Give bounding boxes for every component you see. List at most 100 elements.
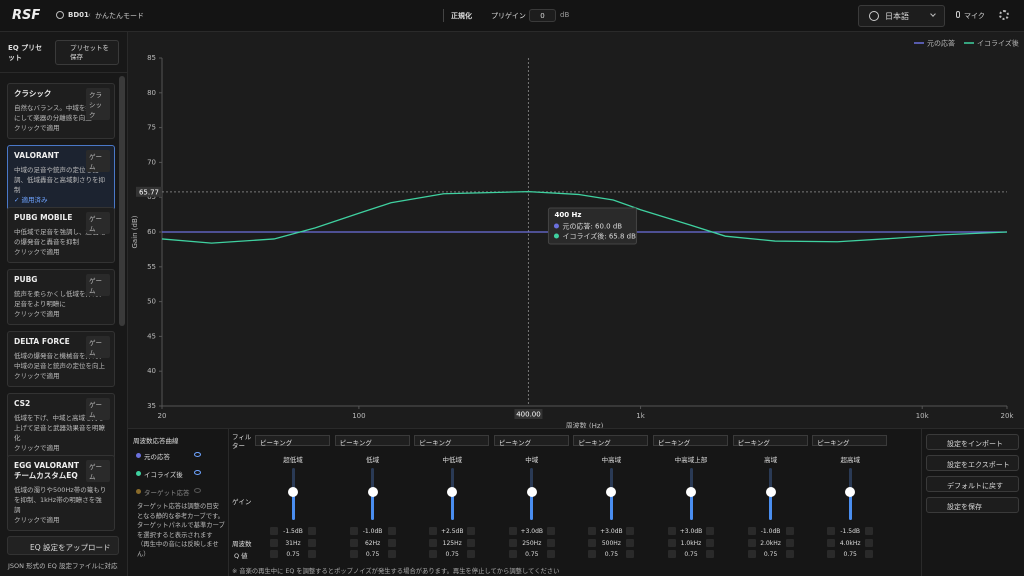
decrement-button[interactable] (270, 527, 278, 535)
preset-card[interactable]: VALORANT ゲーム 中域の足音や銃声の定位を強調、低域轟音と高域刺さりを抑制 ✓… (7, 145, 115, 211)
decrement-button[interactable] (747, 550, 756, 558)
action-button[interactable]: 設定をエクスポート (926, 455, 1019, 471)
increment-button[interactable] (387, 527, 396, 535)
decrement-button[interactable] (668, 550, 676, 558)
decrement-button[interactable] (349, 550, 358, 558)
decrement-button[interactable] (429, 527, 438, 535)
decrement-button[interactable] (747, 539, 756, 547)
decrement-button[interactable] (270, 539, 278, 547)
slider-thumb[interactable] (765, 487, 776, 497)
curve-toggle[interactable]: イコライズ後 (144, 471, 183, 479)
slider-thumb[interactable] (447, 487, 458, 497)
increment-button[interactable] (865, 550, 874, 558)
decrement-button[interactable] (508, 550, 517, 558)
filter-select[interactable]: ピーキング (255, 435, 330, 447)
increment-button[interactable] (865, 539, 874, 547)
increment-button[interactable] (467, 539, 476, 547)
gain-label: ゲイン (232, 498, 252, 506)
increment-button[interactable] (308, 539, 316, 547)
curve-toggle[interactable]: 元の応答 (144, 453, 170, 461)
increment-button[interactable] (546, 539, 555, 547)
mode-link[interactable]: かんたんモード (95, 12, 144, 20)
increment-button[interactable] (706, 550, 714, 558)
filter-label: フィルター (232, 433, 252, 450)
increment-button[interactable] (706, 527, 714, 535)
increment-button[interactable] (706, 539, 714, 547)
preset-desc: 中域の足音や銃声の定位を強調、低域轟音と高域刺さりを抑制 (14, 166, 105, 194)
decrement-button[interactable] (429, 550, 438, 558)
filter-select[interactable]: ピーキング (812, 435, 888, 447)
decrement-button[interactable] (827, 539, 836, 547)
preset-tag: クラシック (86, 88, 110, 120)
language-select[interactable]: 日本語 (858, 5, 945, 27)
filter-select[interactable]: ピーキング (732, 435, 808, 447)
filter-select[interactable]: ピーキング (493, 435, 569, 447)
filter-select[interactable]: ピーキング (334, 435, 410, 447)
increment-button[interactable] (785, 550, 794, 558)
y-tick-label: 60 (147, 228, 156, 236)
increment-button[interactable] (467, 527, 476, 535)
increment-button[interactable] (626, 527, 635, 535)
preset-card[interactable]: EGG VALORANT チームカスタムEQ ゲーム 低域の濁りや500Hz帯の篭も… (7, 455, 115, 531)
slider-thumb[interactable] (606, 487, 617, 497)
decrement-button[interactable] (508, 539, 517, 547)
filter-select[interactable]: ピーキング (414, 435, 490, 447)
decrement-button[interactable] (588, 527, 597, 535)
decrement-button[interactable] (429, 539, 438, 547)
preset-tag: ゲーム (86, 398, 110, 420)
preset-name: クラシック (14, 89, 52, 98)
settings-icon[interactable] (999, 10, 1009, 20)
preset-card[interactable]: クラシック クラシック 自然なバランス。中域を控えめにして楽器の分離感を向上 クリック… (7, 83, 115, 139)
eye-icon[interactable] (194, 470, 201, 475)
preset-card[interactable]: CS2 ゲーム 低域を下げ、中域と高域を持ち上げて足音と武器効果音を明瞭化 クリックで… (7, 393, 115, 459)
slider-thumb[interactable] (526, 487, 537, 497)
band-value: +3.0dB (679, 527, 703, 535)
decrement-button[interactable] (588, 550, 597, 558)
decrement-button[interactable] (270, 550, 278, 558)
decrement-button[interactable] (349, 527, 358, 535)
series-line (161, 190, 1008, 244)
slider-thumb[interactable] (686, 487, 696, 497)
preset-card[interactable]: PUBG ゲーム 銃声を柔らかくし低域を抑え、足音をより明瞭に クリックで適用 (7, 269, 115, 325)
band-value: 62Hz (364, 539, 381, 547)
normalize[interactable]: 正規化 (451, 12, 472, 20)
upload-button[interactable]: EQ 設定をアップロード (7, 536, 119, 555)
preset-card[interactable]: PUBG MOBILE ゲーム 中低域で足音を強調し、超低域の爆発音と轟音を抑制 クリ… (7, 207, 115, 263)
curve-toggle[interactable]: ターゲット応答 (144, 489, 190, 497)
filter-select[interactable]: ピーキング (653, 435, 728, 447)
increment-button[interactable] (308, 527, 316, 535)
decrement-button[interactable] (827, 527, 836, 535)
action-button[interactable]: 設定をインポート (926, 434, 1019, 450)
mic-button[interactable]: マイク (964, 12, 985, 20)
filter-select[interactable]: ピーキング (573, 435, 649, 447)
slider-thumb[interactable] (845, 487, 856, 497)
increment-button[interactable] (785, 539, 794, 547)
decrement-button[interactable] (747, 527, 756, 535)
increment-button[interactable] (546, 527, 555, 535)
slider-thumb[interactable] (288, 487, 298, 497)
increment-button[interactable] (626, 550, 635, 558)
decrement-button[interactable] (508, 527, 517, 535)
decrement-button[interactable] (827, 550, 836, 558)
increment-button[interactable] (865, 527, 874, 535)
slider-thumb[interactable] (367, 487, 378, 497)
eye-icon[interactable] (194, 452, 201, 457)
eye-icon[interactable] (194, 488, 201, 493)
action-button[interactable]: 設定を保存 (926, 497, 1019, 513)
increment-button[interactable] (785, 527, 794, 535)
pregain-input[interactable]: 0 (529, 9, 556, 22)
increment-button[interactable] (467, 550, 476, 558)
save-preset-button[interactable]: プリセットを保存 (55, 40, 119, 65)
decrement-button[interactable] (668, 539, 676, 547)
decrement-button[interactable] (588, 539, 597, 547)
increment-button[interactable] (387, 550, 396, 558)
decrement-button[interactable] (349, 539, 358, 547)
preset-card[interactable]: DELTA FORCE ゲーム 低域の爆発音と機械音を抑え、中域の足音と銃声の定位を… (7, 331, 115, 387)
decrement-button[interactable] (668, 527, 676, 535)
increment-button[interactable] (546, 550, 555, 558)
tooltip-line: イコライズ後: 65.8 dB (562, 232, 636, 241)
increment-button[interactable] (387, 539, 396, 547)
action-button[interactable]: デフォルトに戻す (926, 476, 1019, 492)
increment-button[interactable] (308, 550, 316, 558)
increment-button[interactable] (626, 539, 635, 547)
